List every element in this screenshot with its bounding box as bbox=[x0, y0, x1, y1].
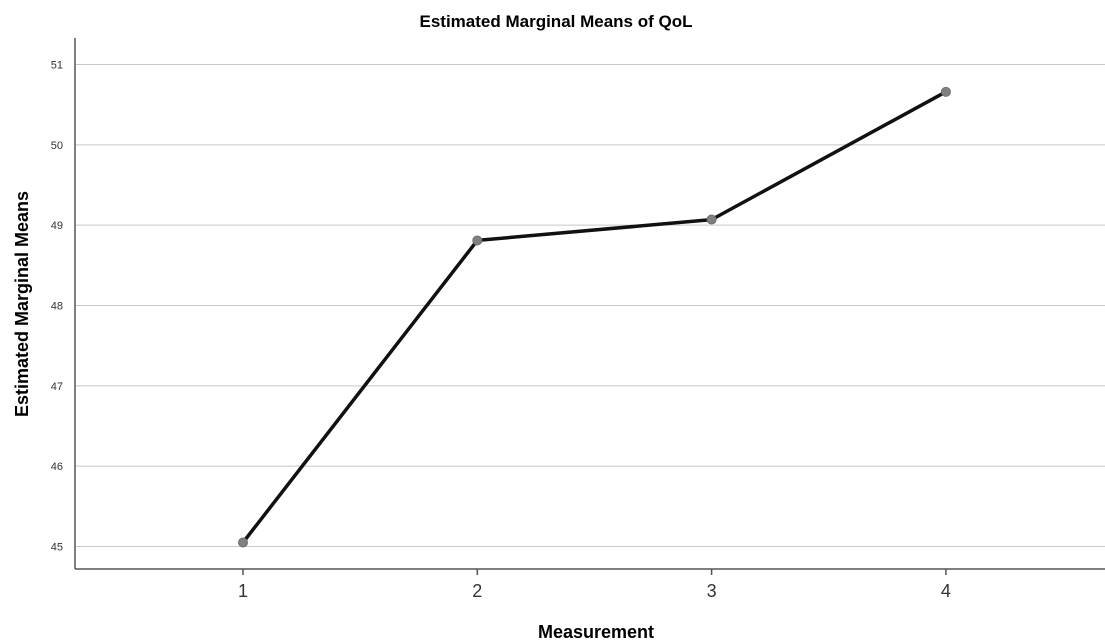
x-axis-title: Measurement bbox=[538, 622, 654, 642]
y-axis-title: Estimated Marginal Means bbox=[12, 191, 32, 417]
y-tick-label: 45 bbox=[51, 542, 63, 554]
x-tick-label: 2 bbox=[472, 581, 482, 601]
y-tick-label: 46 bbox=[51, 461, 63, 473]
x-tick-label: 1 bbox=[238, 581, 248, 601]
data-point bbox=[706, 214, 717, 225]
y-tick-label: 50 bbox=[51, 140, 63, 152]
y-tick-label: 48 bbox=[51, 301, 63, 313]
y-tick-label: 49 bbox=[51, 220, 63, 232]
x-tick-label: 3 bbox=[707, 581, 717, 601]
data-point bbox=[472, 235, 483, 246]
chart-title: Estimated Marginal Means of QoL bbox=[420, 12, 693, 31]
x-tick-label: 4 bbox=[941, 581, 951, 601]
y-axis-ticks: 45 46 47 48 49 50 51 bbox=[51, 60, 63, 554]
gridlines bbox=[75, 64, 1105, 548]
series-line bbox=[241, 90, 948, 545]
series-group bbox=[238, 86, 951, 548]
y-tick-label: 47 bbox=[51, 381, 63, 393]
x-axis-ticks: 1 2 3 4 bbox=[238, 569, 951, 601]
data-point bbox=[940, 86, 951, 97]
data-point bbox=[238, 537, 248, 548]
y-tick-label: 51 bbox=[51, 60, 63, 72]
